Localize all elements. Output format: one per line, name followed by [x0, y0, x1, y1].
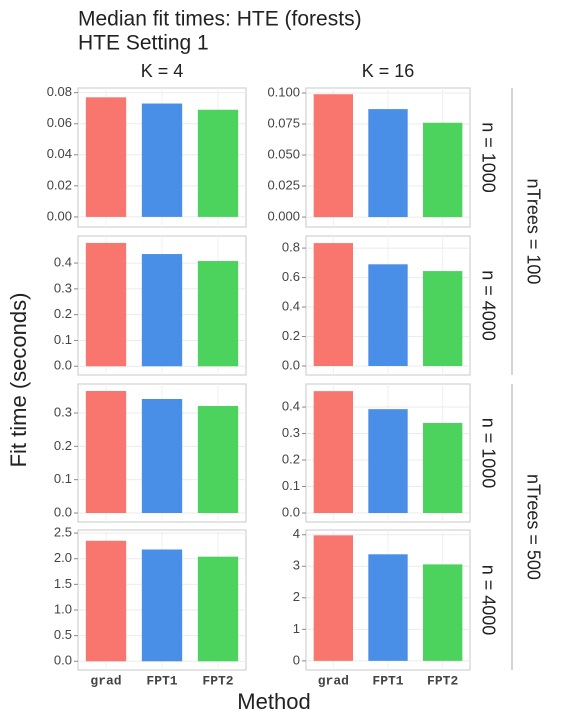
y-tick-label: 1.0 — [54, 601, 72, 616]
bar — [85, 242, 127, 367]
bar — [313, 94, 354, 218]
row-strip: n = 1000 — [478, 418, 498, 489]
y-tick-label: 0.2 — [54, 306, 72, 321]
bar — [368, 554, 408, 661]
y-tick-label: 0.2 — [282, 328, 300, 343]
y-tick-label: 2 — [293, 589, 300, 604]
x-tick-label: FPT2 — [427, 673, 458, 688]
x-tick-label: FPT1 — [146, 673, 177, 688]
y-tick-label: 0.00 — [47, 208, 72, 223]
y-tick-label: 0.5 — [54, 627, 72, 642]
y-tick-label: 0.0 — [54, 358, 72, 373]
y-tick-label: 0 — [293, 652, 300, 667]
row-strip: n = 1000 — [478, 122, 498, 193]
y-tick-label: 0.2 — [282, 451, 300, 466]
y-tick-label: 0.0 — [54, 504, 72, 519]
y-tick-label: 0.0 — [282, 357, 300, 372]
bar — [197, 261, 239, 367]
bar — [197, 406, 239, 513]
y-tick-label: 0.4 — [282, 398, 300, 413]
y-tick-label: 0.04 — [47, 146, 72, 161]
bar — [422, 422, 463, 513]
bar — [197, 556, 239, 662]
y-tick-label: 0.1 — [54, 332, 72, 347]
column-strip: K = 16 — [362, 61, 415, 81]
y-tick-label: 2.5 — [54, 525, 72, 540]
row-strip: n = 4000 — [478, 565, 498, 636]
outer-strip: nTrees = 500 — [523, 474, 543, 580]
bar — [141, 254, 183, 367]
bar — [313, 391, 354, 513]
bar — [85, 540, 127, 662]
y-tick-label: 0.08 — [47, 84, 72, 99]
subtitle: HTE Setting 1 — [78, 32, 209, 55]
y-tick-label: 0.02 — [47, 177, 72, 192]
bar — [141, 103, 183, 217]
y-tick-label: 0.3 — [54, 404, 72, 419]
x-tick-label: grad — [90, 673, 121, 688]
bar — [141, 549, 183, 662]
y-axis-label: Fit time (seconds) — [6, 293, 31, 468]
y-tick-label: 0.3 — [54, 280, 72, 295]
y-tick-label: 0.06 — [47, 115, 72, 130]
y-tick-label: 0.1 — [282, 478, 300, 493]
y-tick-label: 0.000 — [267, 209, 300, 224]
y-tick-label: 0.025 — [267, 177, 300, 192]
column-strip: K = 4 — [141, 61, 184, 81]
y-tick-label: 3 — [293, 558, 300, 573]
y-tick-label: 0.4 — [282, 298, 300, 313]
y-tick-label: 1 — [293, 621, 300, 636]
y-tick-label: 0.050 — [267, 146, 300, 161]
bar — [85, 97, 127, 217]
y-tick-label: 0.1 — [54, 471, 72, 486]
y-tick-label: 0.6 — [282, 269, 300, 284]
bar — [368, 409, 408, 513]
bar — [422, 271, 463, 367]
x-axis-label: Method — [237, 689, 310, 714]
title: Median fit times: HTE (forests) — [78, 8, 362, 31]
y-tick-label: 1.5 — [54, 576, 72, 591]
y-tick-label: 0.3 — [282, 425, 300, 440]
outer-strip: nTrees = 100 — [523, 179, 543, 285]
y-tick-label: 0.4 — [54, 255, 72, 270]
x-tick-label: grad — [318, 673, 349, 688]
row-strip: n = 4000 — [478, 270, 498, 341]
y-tick-label: 0.8 — [282, 240, 300, 255]
bar — [368, 264, 408, 367]
bar — [422, 564, 463, 661]
bar — [422, 122, 463, 218]
y-tick-label: 0.0 — [54, 653, 72, 668]
y-tick-label: 0.075 — [267, 115, 300, 130]
bar — [313, 243, 354, 367]
y-tick-label: 4 — [293, 526, 300, 541]
x-tick-label: FPT1 — [372, 673, 403, 688]
y-tick-label: 2.0 — [54, 550, 72, 565]
y-tick-label: 0.0 — [282, 504, 300, 519]
y-tick-label: 0.2 — [54, 438, 72, 453]
bar — [141, 399, 183, 513]
y-tick-label: 0.100 — [267, 84, 300, 99]
bar — [197, 109, 239, 217]
bar — [368, 109, 408, 218]
x-tick-label: FPT2 — [202, 673, 233, 688]
bar — [85, 391, 127, 513]
bar — [313, 535, 354, 661]
